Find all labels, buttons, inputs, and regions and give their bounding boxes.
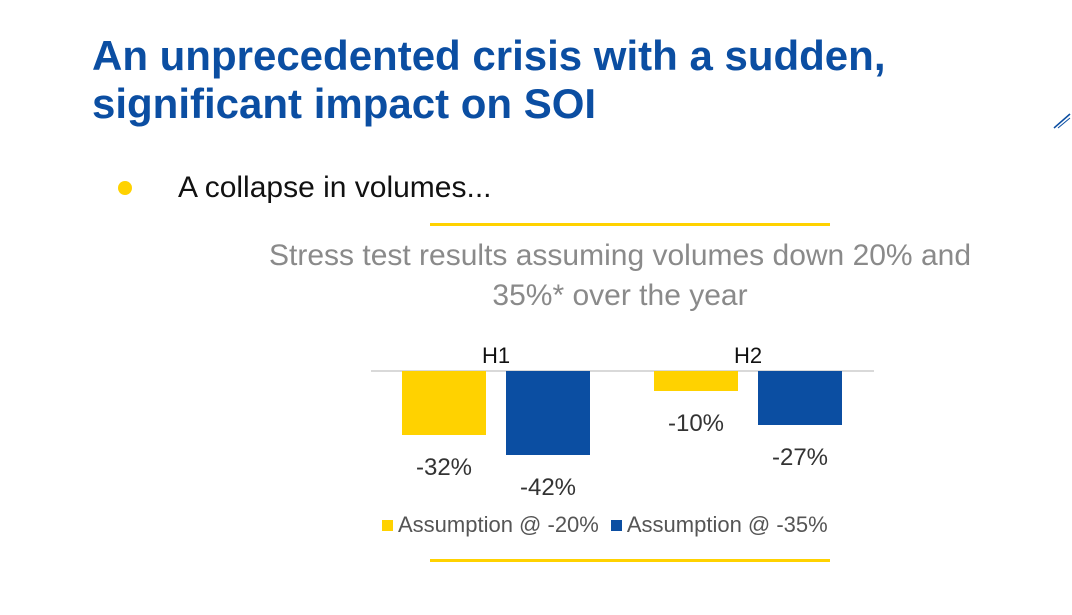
- legend-item-series-1: Assumption @ -20%: [382, 512, 599, 538]
- bar-h1-series-2: [506, 371, 590, 455]
- divider-top: [430, 223, 830, 226]
- chart-legend: Assumption @ -20% Assumption @ -35%: [382, 512, 840, 538]
- subtitle-line-1: Stress test results assuming volumes dow…: [269, 239, 971, 272]
- bar-h1-series-1: [402, 371, 486, 435]
- data-label-h2-series-2: -27%: [772, 444, 828, 471]
- chart-subtitle: Stress test results assuming volumes dow…: [180, 236, 1060, 316]
- legend-item-series-2: Assumption @ -35%: [610, 512, 828, 538]
- legend-swatch-series-2: [610, 519, 622, 531]
- bullet-text: A collapse in volumes...: [178, 171, 492, 204]
- data-label-h2-series-1: -10%: [668, 410, 724, 437]
- category-label-h1: H1: [482, 343, 510, 368]
- legend-label-series-2: Assumption @ -35%: [626, 512, 828, 537]
- subtitle-line-2: 35%* over the year: [492, 279, 748, 312]
- decorative-stroke-icon: [1053, 113, 1071, 129]
- bullet-dot-icon: [118, 181, 132, 195]
- bar-h2-series-1: [654, 371, 738, 391]
- legend-swatch-series-1: [382, 519, 393, 531]
- slide-title: An unprecedented crisis with a sudden, s…: [92, 32, 1052, 128]
- title-line-2: significant impact on SOI: [92, 80, 597, 127]
- bullet-item: A collapse in volumes...: [118, 168, 492, 208]
- category-label-h2: H2: [734, 343, 762, 368]
- legend-label-series-1: Assumption @ -20%: [398, 512, 599, 537]
- data-label-h1-series-2: -42%: [520, 474, 576, 501]
- divider-bottom: [430, 559, 830, 562]
- title-line-1: An unprecedented crisis with a sudden,: [92, 32, 886, 79]
- data-label-h1-series-1: -32%: [416, 454, 472, 481]
- bar-h2-series-2: [758, 371, 842, 425]
